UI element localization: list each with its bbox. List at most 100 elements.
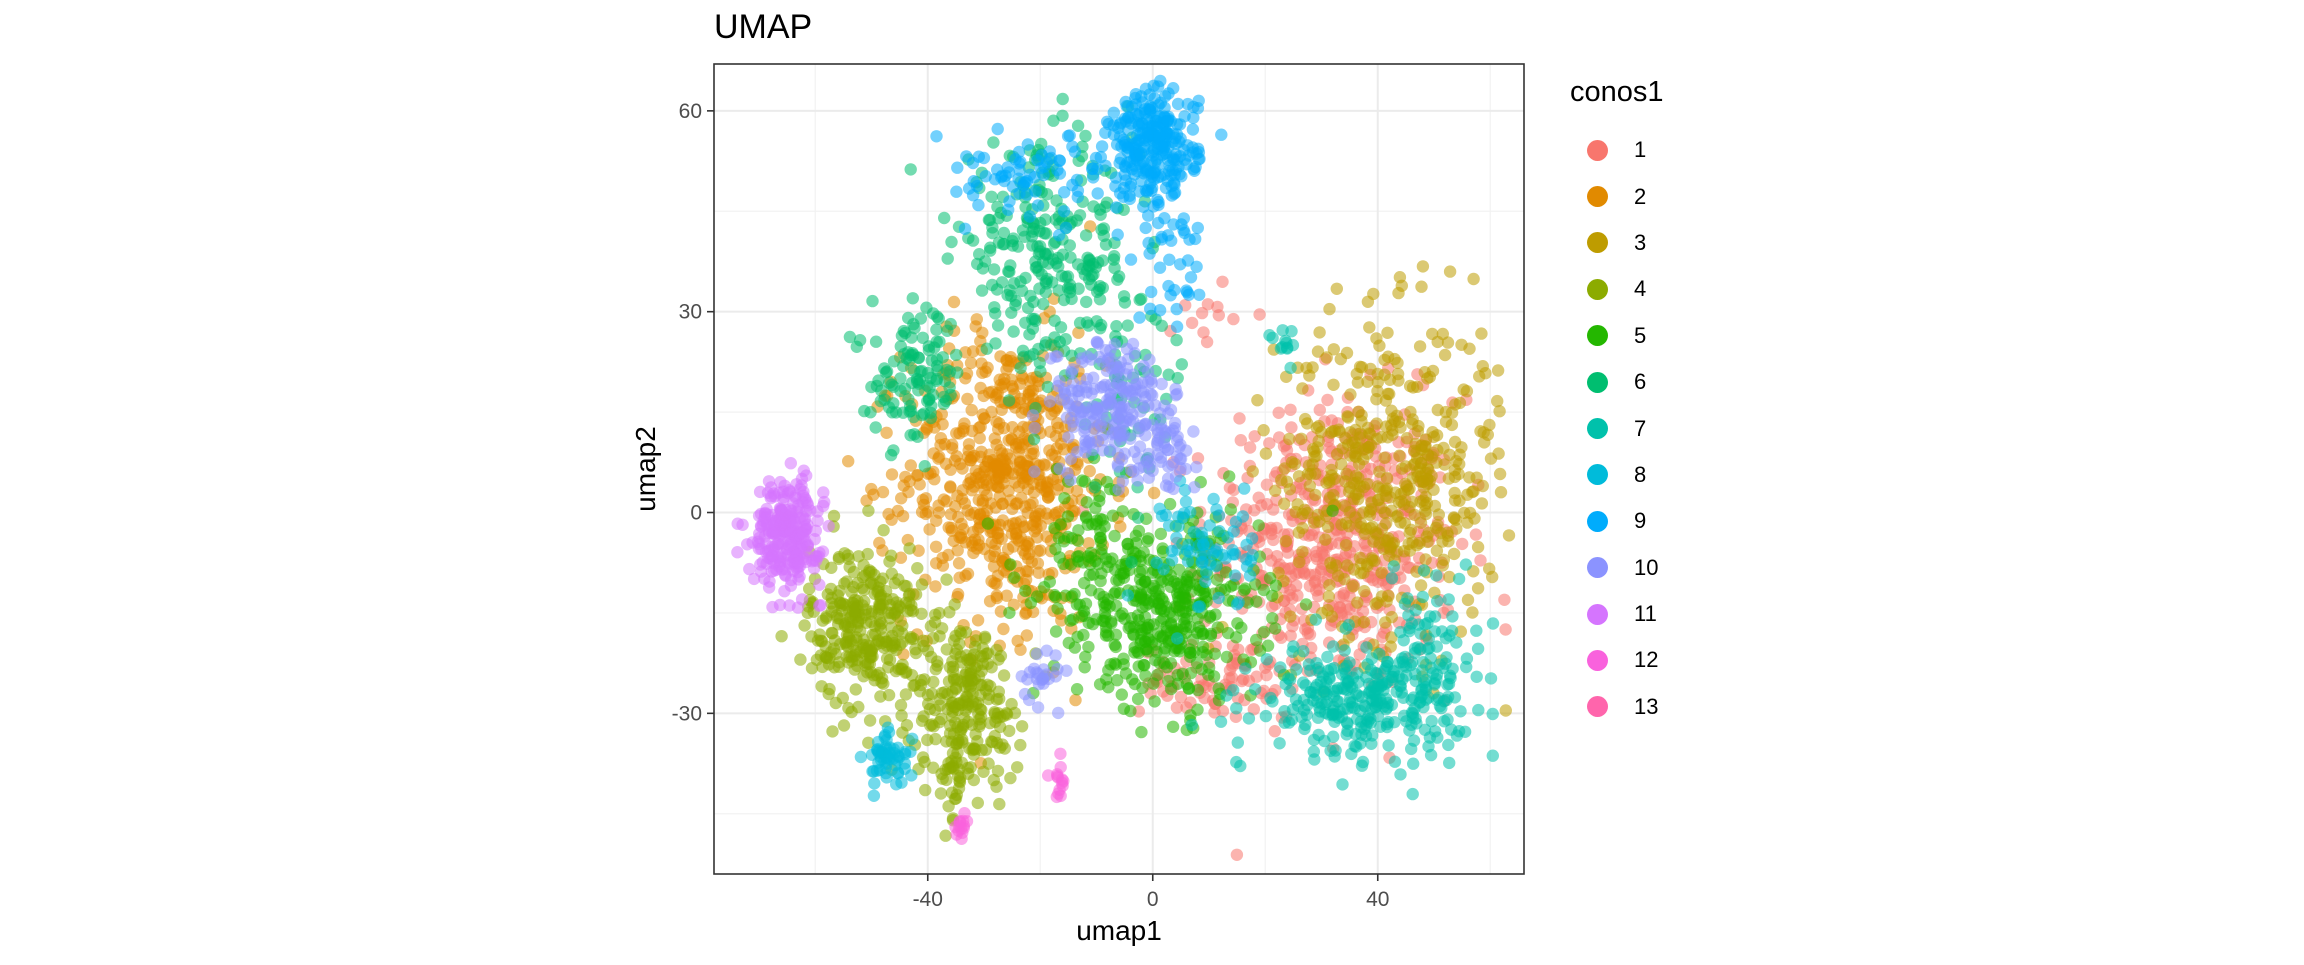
point <box>1304 664 1317 677</box>
point <box>1406 787 1419 801</box>
point <box>1253 308 1266 321</box>
point <box>945 521 958 534</box>
point <box>1132 660 1145 673</box>
point <box>1181 555 1195 568</box>
point <box>1159 181 1173 195</box>
point <box>1095 543 1108 556</box>
point <box>1263 571 1277 585</box>
point <box>997 669 1011 682</box>
point <box>1025 447 1038 461</box>
point <box>1132 524 1146 538</box>
point <box>1471 582 1485 595</box>
point <box>991 531 1005 545</box>
point <box>1021 301 1035 315</box>
point <box>1455 338 1468 351</box>
point <box>1037 168 1050 182</box>
point <box>1365 652 1379 665</box>
point <box>1327 343 1341 356</box>
point <box>1191 102 1205 115</box>
point <box>755 542 768 556</box>
legend-label: 5 <box>1634 322 1647 348</box>
point <box>1241 596 1254 609</box>
point <box>1196 555 1209 569</box>
point <box>1312 419 1326 433</box>
point <box>928 473 941 486</box>
point <box>1134 148 1148 161</box>
point <box>1011 761 1024 774</box>
point <box>1037 297 1050 311</box>
point <box>1049 625 1063 638</box>
point <box>1001 466 1015 480</box>
point <box>1268 725 1282 738</box>
point <box>1042 257 1055 270</box>
legend-item-9: 9 <box>1570 498 1664 544</box>
point <box>1065 349 1078 362</box>
point <box>1089 261 1102 274</box>
point <box>1338 572 1351 586</box>
point <box>1230 702 1243 715</box>
point <box>1282 672 1295 685</box>
point <box>1105 617 1118 630</box>
point <box>1174 258 1187 271</box>
point <box>973 431 986 445</box>
point <box>1099 126 1112 139</box>
point <box>995 169 1009 182</box>
point <box>972 539 986 552</box>
point <box>1406 417 1419 430</box>
legend-key <box>1587 649 1608 671</box>
point <box>960 150 973 163</box>
point <box>1381 350 1395 363</box>
point <box>929 580 942 593</box>
point <box>1312 434 1325 448</box>
point <box>1418 723 1432 736</box>
point <box>1450 522 1463 535</box>
point <box>1040 530 1053 543</box>
point <box>1403 622 1416 635</box>
point <box>1035 137 1048 151</box>
point <box>1095 567 1108 580</box>
point <box>1180 678 1194 691</box>
point <box>902 485 915 499</box>
point <box>991 319 1005 332</box>
point <box>1471 642 1485 655</box>
point <box>1349 446 1362 460</box>
point <box>1185 316 1199 330</box>
point <box>870 669 884 682</box>
point <box>1407 757 1420 770</box>
point <box>1196 530 1209 544</box>
point <box>1162 87 1175 100</box>
point <box>989 307 1002 320</box>
point <box>1015 406 1028 419</box>
point <box>1430 544 1444 557</box>
point <box>976 262 990 275</box>
point <box>797 464 810 477</box>
point <box>1137 200 1150 213</box>
point <box>993 518 1007 532</box>
point <box>1438 348 1452 362</box>
point <box>1110 320 1123 333</box>
point <box>1184 271 1198 284</box>
point <box>1269 622 1282 635</box>
point <box>1111 447 1125 460</box>
point <box>1142 236 1155 250</box>
point <box>1068 145 1082 158</box>
point <box>946 442 959 455</box>
point <box>1291 589 1304 602</box>
point <box>1228 548 1242 561</box>
point <box>1058 186 1071 199</box>
point <box>1135 725 1148 739</box>
point <box>1133 134 1147 147</box>
point <box>1068 587 1081 601</box>
point <box>1250 633 1263 647</box>
point <box>1380 420 1393 433</box>
point <box>1184 565 1197 579</box>
point <box>1458 506 1471 520</box>
point <box>1285 713 1299 726</box>
point <box>773 598 787 612</box>
point <box>962 438 976 451</box>
point <box>1090 336 1104 349</box>
point <box>1432 508 1446 521</box>
legend-label: 2 <box>1634 183 1647 209</box>
point <box>1494 486 1508 499</box>
point <box>1158 101 1171 114</box>
